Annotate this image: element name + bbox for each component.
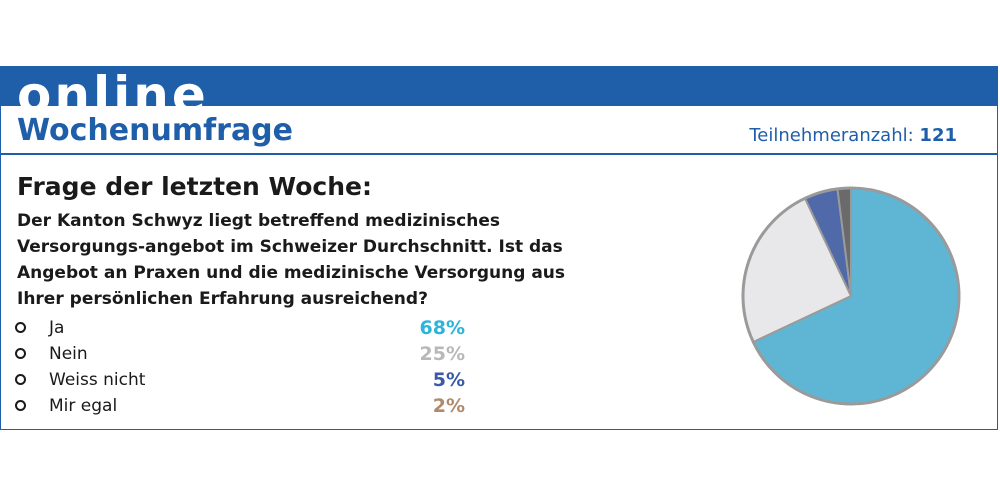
question-text: Der Kanton Schwyz liegt betreffend mediz… xyxy=(17,211,566,309)
online-banner: online xyxy=(1,66,997,106)
answer-list: Ja 68% Nein 25% Weiss nicht 5% Mir egal … xyxy=(15,316,465,420)
banner-word: online xyxy=(17,66,209,106)
radio-circle-icon[interactable] xyxy=(15,374,26,385)
radio-circle-icon[interactable] xyxy=(15,322,26,333)
answer-row-ja[interactable]: Ja 68% xyxy=(15,316,465,342)
answer-percent: 25% xyxy=(419,343,465,365)
radio-circle-icon[interactable] xyxy=(15,348,26,359)
answer-label: Mir egal xyxy=(49,396,118,416)
question-title: Frage der letzten Woche: xyxy=(17,172,372,201)
radio-circle-icon[interactable] xyxy=(15,400,26,411)
survey-card: online Wochenumfrage Teilnehmeranzahl: 1… xyxy=(0,66,998,430)
answer-percent: 68% xyxy=(419,317,465,339)
answer-label: Ja xyxy=(49,318,65,338)
participant-count: Teilnehmeranzahl: 121 xyxy=(749,124,957,148)
pie-outline xyxy=(741,186,961,406)
answer-row-weiss-nicht[interactable]: Weiss nicht 5% xyxy=(15,368,465,394)
answer-label: Nein xyxy=(49,344,88,364)
answer-row-nein[interactable]: Nein 25% xyxy=(15,342,465,368)
answer-percent: 2% xyxy=(432,395,465,417)
answer-percent: 5% xyxy=(432,369,465,391)
participant-label: Teilnehmeranzahl: xyxy=(749,125,914,146)
answer-row-mir-egal[interactable]: Mir egal 2% xyxy=(15,394,465,420)
page-title: Wochenumfrage xyxy=(17,113,294,148)
pie-chart xyxy=(741,186,961,406)
answer-label: Weiss nicht xyxy=(49,370,146,390)
participant-number: 121 xyxy=(919,125,957,146)
header-divider xyxy=(1,153,997,155)
